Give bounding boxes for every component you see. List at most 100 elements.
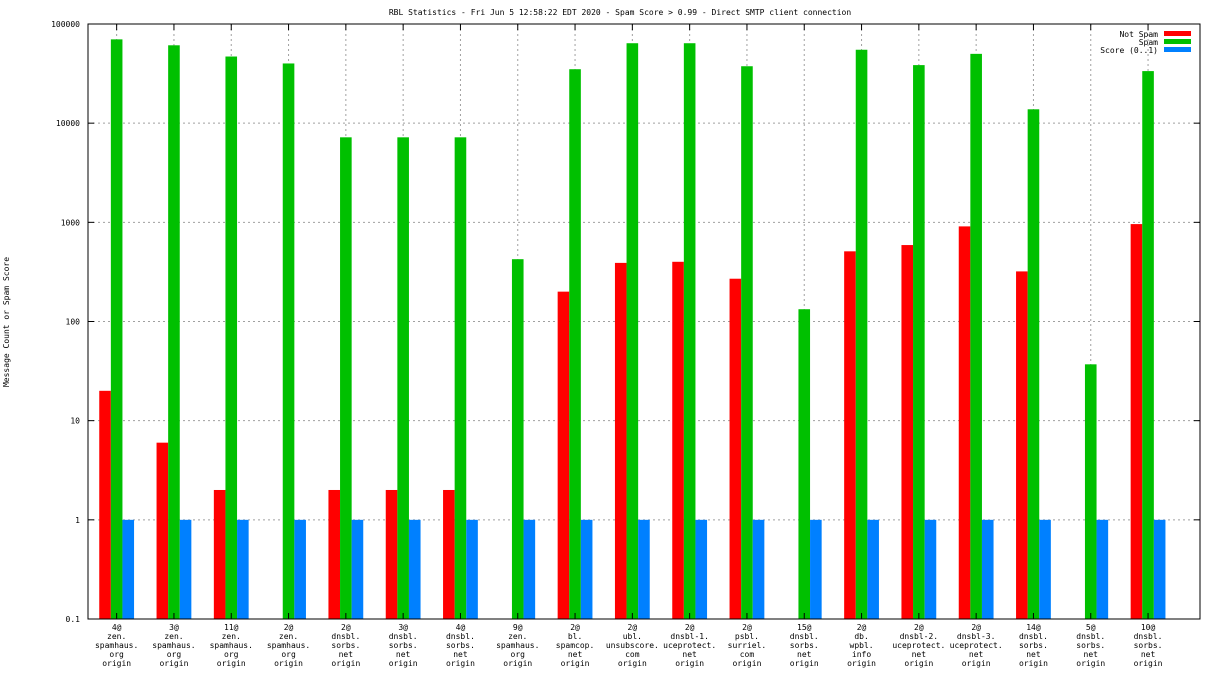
y-axis-label: Message Count or Spam Score [2,257,11,387]
bar-spam [110,39,123,620]
x-tick-label: sorbs. [446,641,475,650]
bar-not-spam [958,226,971,619]
bar-score- [466,519,478,619]
x-tick-label: 9@ [513,623,523,632]
x-tick-label: spamhaus. [95,641,138,650]
bar-score- [351,519,364,619]
bar-spam [741,66,753,620]
x-tick-label: dnsbl-1. [670,632,709,641]
x-tick-label: 14@ [1026,623,1041,632]
bar-spam [340,137,352,620]
x-tick-label: 2@ [570,623,580,632]
bar-not-spam [156,442,169,619]
x-tick-label: origin [962,659,991,668]
x-tick-label: info [852,650,871,659]
y-tick-label: 100000 [51,20,80,29]
x-tick-label: org [224,650,239,659]
x-tick-label: net [1141,650,1156,659]
bar-not-spam [901,245,914,619]
bar-score- [638,519,650,619]
x-tick-label: dnsbl. [1019,632,1048,641]
x-tick-label: zen. [164,632,183,641]
x-tick-label: uceprotect. [892,641,945,650]
x-tick-label: dnsbl. [1134,632,1163,641]
x-tick-label: origin [675,659,704,668]
x-tick-label: dnsbl. [446,632,475,641]
bar-not-spam [443,489,455,619]
bar-spam [626,43,639,620]
bar-not-spam [672,261,684,619]
x-tick-label: origin [446,659,475,668]
bar-spam [1027,109,1040,620]
x-tick-label: sorbs. [1076,641,1105,650]
x-tick-label: zen. [222,632,241,641]
x-tick-label: dnsbl. [389,632,418,641]
x-tick-label: com [740,650,755,659]
x-tick-label: db. [854,632,868,641]
x-tick-label: 3@ [169,623,179,632]
bar-spam [569,69,581,619]
legend-swatch [1164,39,1191,44]
legend-label: Not Spam [1119,30,1158,39]
bar-not-spam [99,390,111,619]
bar-not-spam [385,489,398,619]
bar-not-spam [1130,224,1143,619]
x-tick-label: 2@ [971,623,981,632]
x-tick-label: origin [389,659,418,668]
x-tick-label: sorbs. [1134,641,1163,650]
x-tick-label: origin [159,659,188,668]
y-tick-label: 10 [70,417,80,426]
x-tick-label: dnsbl-3. [957,632,996,641]
x-tick-label: net [969,650,984,659]
x-tick-label: org [167,650,182,659]
x-tick-label: net [1084,650,1099,659]
y-tick-label: 0.1 [66,615,81,624]
legend-swatch [1164,47,1191,52]
x-tick-label: uceprotect. [663,641,716,650]
bar-score- [580,519,593,619]
x-tick-label: sorbs. [331,641,360,650]
y-tick-label: 1000 [61,218,80,227]
x-tick-label: origin [561,659,590,668]
x-tick-label: 11@ [224,623,239,632]
bar-spam [168,45,180,619]
bar-score- [523,519,536,619]
x-tick-label: surriel. [728,641,767,650]
x-tick-label: zen. [508,632,527,641]
bar-score- [695,519,708,619]
x-tick-label: dnsbl-2. [900,632,939,641]
x-tick-label: spamhaus. [496,641,539,650]
x-tick-label: zen. [279,632,298,641]
bar-not-spam [729,278,742,619]
legend-label: Spam [1139,38,1158,47]
x-tick-label: spamhaus. [267,641,310,650]
y-tick-label: 1 [75,516,80,525]
bar-score- [810,519,822,619]
bar-score- [1039,519,1051,619]
x-tick-label: origin [847,659,876,668]
bar-not-spam [213,489,226,619]
bar-spam [225,56,238,619]
x-tick-label: origin [331,659,360,668]
x-tick-label: sorbs. [790,641,819,650]
x-tick-label: spamcop. [556,641,595,650]
bar-not-spam [844,251,856,619]
x-tick-label: origin [1076,659,1105,668]
y-tick-label: 10000 [56,119,80,128]
bar-score- [867,519,879,619]
x-tick-label: origin [904,659,933,668]
bar-score- [981,519,994,619]
bar-spam [1084,364,1097,619]
x-tick-label: 4@ [112,623,122,632]
bar-not-spam [328,489,341,619]
x-tick-label: origin [790,659,819,668]
x-tick-label: zen. [107,632,126,641]
x-tick-label: net [682,650,697,659]
x-tick-label: org [511,650,526,659]
x-tick-label: net [912,650,927,659]
x-tick-label: spamhaus. [210,641,253,650]
x-tick-label: uceprotect. [950,641,1003,650]
x-tick-label: sorbs. [389,641,418,650]
x-tick-label: ubl. [623,632,642,641]
